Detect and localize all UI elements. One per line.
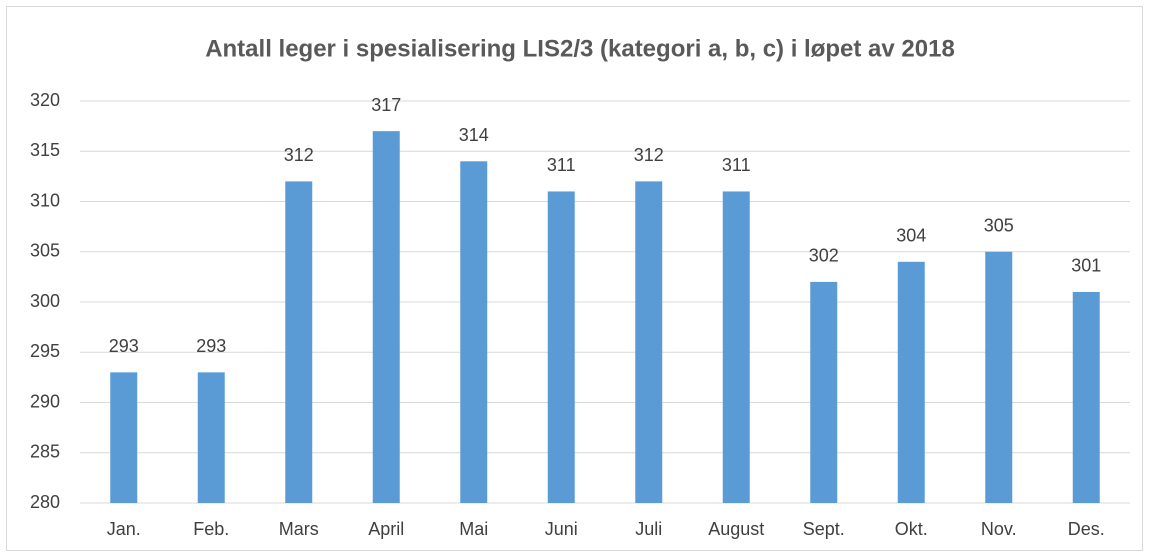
- bar: [897, 261, 925, 503]
- y-tick-label: 285: [30, 442, 60, 462]
- bar: [110, 372, 138, 503]
- x-tick-label: Sept.: [803, 519, 845, 539]
- chart-title: Antall leger i spesialisering LIS2/3 (ka…: [205, 35, 955, 62]
- x-tick-label: Juni: [545, 519, 578, 539]
- data-label: 304: [896, 226, 926, 246]
- data-label: 311: [547, 155, 576, 175]
- bar: [197, 372, 225, 503]
- bar: [810, 281, 838, 503]
- y-tick-label: 295: [30, 341, 60, 361]
- x-tick-label: Feb.: [193, 519, 229, 539]
- data-label: 312: [634, 145, 664, 165]
- data-label: 311: [722, 155, 751, 175]
- y-tick-label: 305: [30, 241, 60, 261]
- y-tick-label: 310: [30, 190, 60, 210]
- y-tick-label: 280: [30, 492, 60, 512]
- data-label: 305: [984, 216, 1014, 236]
- x-tick-label: Mars: [279, 519, 319, 539]
- x-tick-label: April: [368, 519, 404, 539]
- data-label: 314: [459, 125, 489, 145]
- bar: [285, 181, 313, 503]
- y-tick-label: 300: [30, 291, 60, 311]
- bar: [372, 131, 400, 503]
- bar: [460, 161, 488, 504]
- data-label: 317: [371, 95, 401, 115]
- bar: [985, 251, 1013, 503]
- y-tick-label: 320: [30, 90, 60, 110]
- y-tick-label: 315: [30, 140, 60, 160]
- x-tick-label: Mai: [459, 519, 488, 539]
- data-label: 301: [1071, 256, 1101, 276]
- data-label: 293: [109, 336, 139, 356]
- data-label: 302: [809, 246, 839, 266]
- data-label: 312: [284, 145, 314, 165]
- x-tick-label: Des.: [1068, 519, 1105, 539]
- x-tick-label: Okt.: [895, 519, 928, 539]
- data-label: 293: [196, 336, 226, 356]
- x-tick-label: Nov.: [981, 519, 1017, 539]
- x-tick-label: August: [708, 519, 764, 539]
- bar: [722, 191, 750, 503]
- bar: [1072, 291, 1100, 503]
- x-tick-label: Jan.: [107, 519, 141, 539]
- bar: [547, 191, 575, 503]
- y-tick-label: 290: [30, 391, 60, 411]
- bar: [635, 181, 663, 503]
- x-tick-label: Juli: [635, 519, 662, 539]
